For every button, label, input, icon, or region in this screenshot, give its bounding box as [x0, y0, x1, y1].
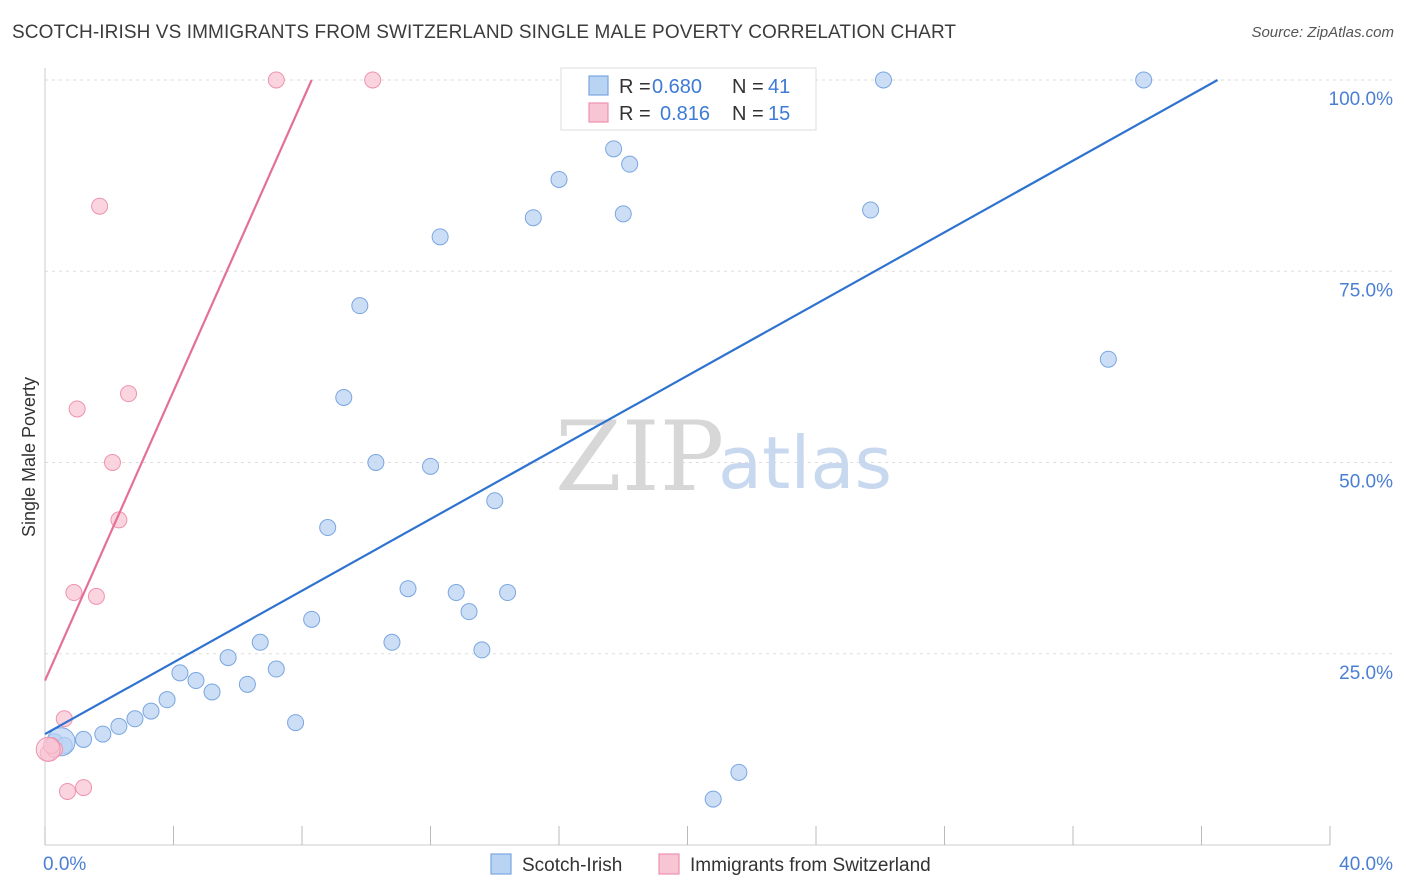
- switzerland-point-4: [65, 584, 83, 602]
- scotch-irish-point-37: [862, 201, 880, 219]
- scotch-irish-point-10: [203, 683, 221, 701]
- watermark-atlas: atlas: [718, 421, 892, 505]
- switzerland-point-8: [91, 197, 109, 215]
- source-label: Source: ZipAtlas.com: [1251, 24, 1394, 41]
- scotch-irish-point-25: [447, 584, 465, 602]
- scotch-irish-point-24: [431, 228, 449, 246]
- scotch-irish-point-39: [1099, 350, 1117, 368]
- scotch-irish-point-12: [238, 675, 256, 693]
- x-tick-label-max: 40.0%: [1339, 854, 1393, 875]
- scotch-irish-point-21: [383, 633, 401, 651]
- scotch-irish-point-28: [486, 492, 504, 510]
- scotch-irish-point-33: [621, 155, 639, 173]
- bottom-legend: Scotch-Irish Immigrants from Switzerland: [490, 853, 931, 876]
- bottom-legend-swatch-scotch-irish: [490, 853, 512, 875]
- scotch-irish-point-40: [1135, 71, 1153, 89]
- switzerland-point-5: [68, 400, 86, 418]
- scotch-irish-point-20: [367, 454, 385, 471]
- scotch-irish-point-31: [550, 170, 568, 188]
- scotch-irish-point-5: [126, 710, 144, 728]
- y-tick-label-3: 100.0%: [1329, 89, 1394, 110]
- bottom-legend-label-switzerland: Immigrants from Switzerland: [690, 855, 931, 876]
- switzerland-cluster-point: [35, 736, 61, 762]
- scotch-irish-point-26: [460, 603, 478, 621]
- switzerland-trend-line: [43, 79, 313, 681]
- scotch-irish-point-2: [75, 730, 93, 748]
- legend-n-value-1: 41: [768, 76, 790, 98]
- switzerland-points: [35, 71, 382, 800]
- scotch-irish-point-22: [399, 580, 417, 598]
- y-axis-label: Single Male Poverty: [19, 377, 39, 537]
- trend-lines: [43, 79, 1219, 736]
- bottom-legend-swatch-switzerland: [658, 853, 680, 875]
- legend-r-value-2: 0.816: [660, 103, 710, 125]
- switzerland-point-9: [103, 454, 121, 471]
- y-tick-label-0: 25.0%: [1339, 663, 1393, 684]
- legend-n-label-1: N =: [732, 76, 764, 98]
- scotch-irish-point-32: [605, 140, 623, 158]
- chart-title: SCOTCH-IRISH VS IMMIGRANTS FROM SWITZERL…: [12, 22, 957, 43]
- scotch-irish-point-8: [171, 664, 189, 682]
- scotch-irish-point-29: [499, 584, 517, 602]
- scotch-irish-point-30: [524, 209, 542, 227]
- scotch-irish-point-7: [158, 691, 176, 709]
- legend-n-value-2: 15: [768, 103, 790, 125]
- legend-r-label-2: R =: [619, 103, 651, 125]
- scotch-irish-point-34: [614, 205, 632, 223]
- scotch-irish-trend-line: [44, 79, 1219, 736]
- scotch-irish-point-18: [335, 388, 353, 406]
- y-tick-label-2: 75.0%: [1339, 280, 1393, 301]
- switzerland-point-12: [267, 71, 285, 89]
- scotch-irish-point-36: [730, 763, 748, 781]
- legend-n-label-2: N =: [732, 103, 764, 125]
- legend-swatch-switzerland: [588, 102, 609, 123]
- scotch-irish-point-4: [110, 717, 128, 735]
- scotch-irish-point-15: [287, 714, 305, 732]
- scotch-irish-point-19: [351, 297, 369, 315]
- bottom-legend-label-scotch-irish: Scotch-Irish: [522, 855, 622, 876]
- legend-r-value-1: 0.680: [652, 76, 702, 98]
- scotch-irish-point-17: [319, 519, 337, 537]
- watermark: ZIP atlas: [555, 401, 892, 513]
- switzerland-point-13: [364, 71, 382, 89]
- scotch-irish-point-6: [142, 702, 160, 720]
- top-legend: R = 0.680 N = 41 R = 0.816 N = 15: [560, 67, 817, 131]
- axes: [44, 68, 1331, 846]
- watermark-zip: ZIP: [555, 401, 724, 513]
- scotch-irish-point-35: [704, 790, 722, 808]
- scotch-irish-point-16: [303, 610, 321, 628]
- scotch-irish-point-14: [267, 660, 285, 678]
- scotch-irish-point-27: [473, 641, 491, 659]
- switzerland-point-6: [75, 779, 93, 797]
- scotch-irish-point-38: [874, 71, 892, 89]
- scotch-irish-point-13: [251, 633, 269, 651]
- x-tick-labels: 0.0% 40.0%: [43, 854, 1393, 875]
- y-tick-label-1: 50.0%: [1339, 472, 1393, 493]
- legend-swatch-scotch-irish: [588, 75, 609, 96]
- grid-lines: [45, 79, 1395, 655]
- scotch-irish-point-23: [422, 457, 439, 475]
- switzerland-point-3: [58, 782, 76, 800]
- x-tick-label-min: 0.0%: [43, 854, 86, 875]
- y-tick-labels: 25.0% 50.0% 75.0% 100.0%: [1329, 89, 1394, 684]
- scotch-irish-point-11: [219, 649, 237, 667]
- switzerland-point-11: [120, 385, 138, 403]
- switzerland-point-7: [87, 587, 105, 605]
- legend-r-label-1: R =: [619, 76, 651, 98]
- scotch-irish-point-9: [187, 672, 205, 690]
- scotch-irish-point-3: [94, 725, 112, 743]
